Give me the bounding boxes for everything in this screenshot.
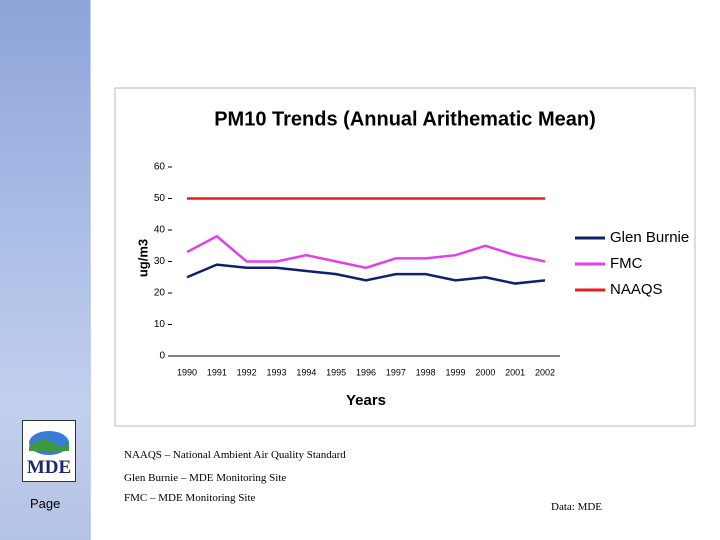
y-tick-label: 60 xyxy=(154,162,166,173)
x-tick-label: 2001 xyxy=(505,367,525,377)
y-tick-label: 40 xyxy=(154,225,166,236)
x-tick-label: 1994 xyxy=(296,367,316,377)
x-tick-label: 1990 xyxy=(177,367,197,377)
y-tick-label: 10 xyxy=(154,319,166,330)
x-tick-label: 2000 xyxy=(475,367,495,377)
chart-title: PM10 Trends (Annual Arithematic Mean) xyxy=(214,108,596,130)
x-tick-label: 1991 xyxy=(207,367,227,377)
source: Data: MDE xyxy=(551,501,603,513)
x-axis-title: Years xyxy=(346,392,386,409)
y-tick-label: 0 xyxy=(159,351,165,362)
x-tick-label: 2002 xyxy=(535,367,555,377)
y-tick-label: 20 xyxy=(154,288,166,299)
x-tick-label: 1996 xyxy=(356,367,376,377)
series-line xyxy=(186,263,546,285)
legend-label: FMC xyxy=(610,255,643,272)
legend-label: NAAQS xyxy=(610,281,663,298)
note: FMC – MDE Monitoring Site xyxy=(124,492,256,504)
x-tick-label: 1993 xyxy=(266,367,286,377)
series-line xyxy=(186,234,546,270)
y-axis-title: ug/m3 xyxy=(135,239,150,277)
x-tick-label: 1992 xyxy=(237,367,257,377)
note: Glen Burnie – MDE Monitoring Site xyxy=(124,472,287,484)
logo-text: MDE xyxy=(26,457,72,478)
legend-label: Glen Burnie xyxy=(610,229,689,246)
logo-art xyxy=(29,431,69,455)
y-tick-label: 50 xyxy=(154,193,166,204)
chart-frame xyxy=(114,87,696,427)
page-label: Page xyxy=(30,496,61,511)
y-tick-label: 30 xyxy=(154,256,166,267)
x-tick-label: 1997 xyxy=(386,367,406,377)
note: NAAQS – National Ambient Air Quality Sta… xyxy=(124,449,346,461)
x-tick-label: 1998 xyxy=(416,367,436,377)
x-tick-label: 1995 xyxy=(326,367,346,377)
logo: MDE xyxy=(22,420,76,482)
x-tick-label: 1999 xyxy=(445,367,465,377)
